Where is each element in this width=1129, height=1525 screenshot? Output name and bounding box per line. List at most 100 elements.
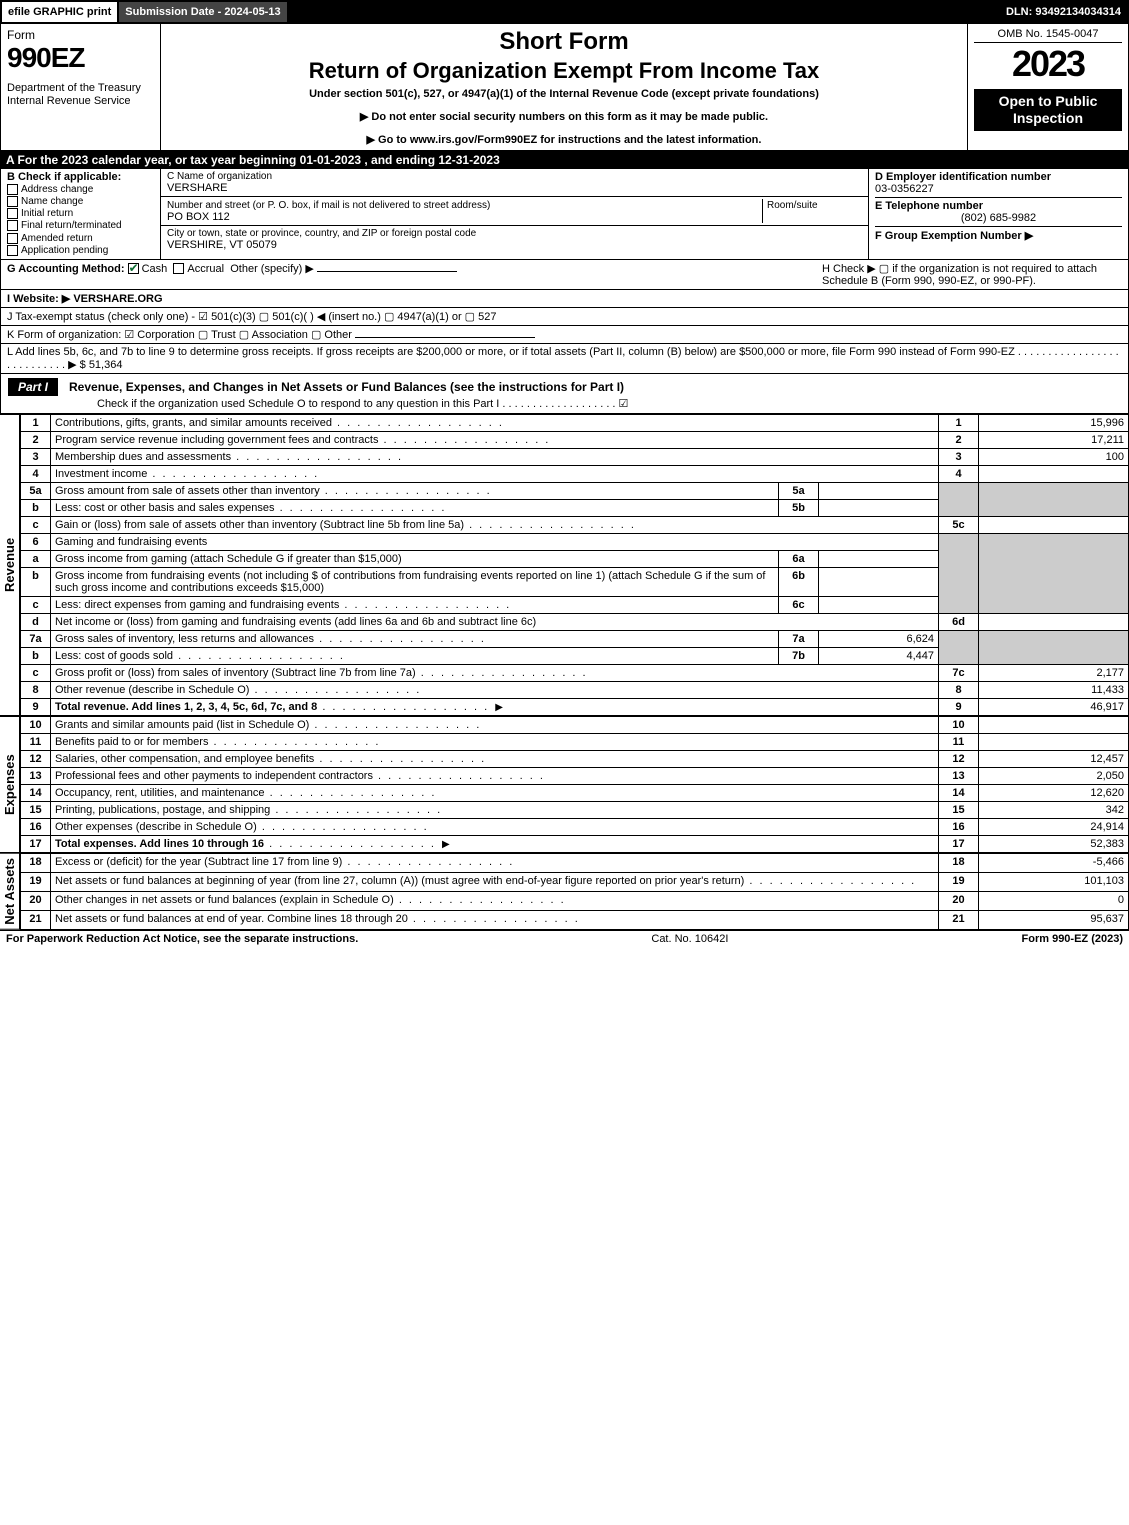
opt-amended-return: Amended return (21, 233, 93, 244)
chk-application-pending[interactable]: Application pending (7, 245, 154, 256)
l19-amt: 101,103 (979, 872, 1129, 891)
revenue-section: Revenue 1Contributions, gifts, grants, a… (0, 414, 1129, 716)
opt-final-return: Final return/terminated (21, 221, 122, 232)
expenses-section: Expenses 10Grants and similar amounts pa… (0, 716, 1129, 853)
return-title: Return of Organization Exempt From Incom… (169, 58, 959, 84)
form-word: Form (7, 28, 154, 42)
submission-date: Submission Date - 2024-05-13 (119, 2, 286, 22)
l17-amt: 52,383 (979, 835, 1129, 852)
arrow-icon (439, 838, 453, 850)
website-label: I Website: ▶ VERSHARE.ORG (7, 292, 163, 305)
l10-desc: Grants and similar amounts paid (list in… (55, 719, 309, 731)
l6-desc: Gaming and fundraising events (51, 533, 939, 550)
org-name: VERSHARE (167, 182, 862, 194)
footer-left: For Paperwork Reduction Act Notice, see … (6, 933, 358, 945)
row-j: J Tax-exempt status (check only one) - ☑… (0, 308, 1129, 326)
l14-desc: Occupancy, rent, utilities, and maintena… (55, 787, 265, 799)
expenses-table: 10Grants and similar amounts paid (list … (20, 716, 1129, 853)
l13-amt: 2,050 (979, 767, 1129, 784)
l7b-subval: 4,447 (819, 647, 939, 664)
l18-desc: Excess or (deficit) for the year (Subtra… (55, 856, 342, 868)
l1-amt: 15,996 (979, 414, 1129, 431)
opt-cash: Cash (142, 263, 168, 275)
dept-label: Department of the Treasury Internal Reve… (7, 82, 154, 108)
l11-desc: Benefits paid to or for members (55, 736, 208, 748)
l1-desc: Contributions, gifts, grants, and simila… (55, 417, 332, 429)
part1-tab: Part I (7, 377, 59, 397)
chk-name-change[interactable]: Name change (7, 196, 154, 207)
omb-number: OMB No. 1545-0047 (974, 28, 1122, 43)
line-5a: 5aGross amount from sale of assets other… (21, 482, 1129, 499)
chk-address-change[interactable]: Address change (7, 184, 154, 195)
top-bar: efile GRAPHIC print Submission Date - 20… (0, 0, 1129, 24)
under-section: Under section 501(c), 527, or 4947(a)(1)… (169, 88, 959, 100)
l5b-desc: Less: cost or other basis and sales expe… (55, 502, 275, 514)
row-k: K Form of organization: ☑ Corporation ▢ … (0, 326, 1129, 344)
row-l: L Add lines 5b, 6c, and 7b to line 9 to … (0, 344, 1129, 374)
f-label: F Group Exemption Number ▶ (875, 230, 1033, 242)
box-h: H Check ▶ ▢ if the organization is not r… (822, 262, 1122, 287)
chk-amended-return[interactable]: Amended return (7, 233, 154, 244)
l9-amt: 46,917 (979, 698, 1129, 715)
line-13: 13Professional fees and other payments t… (21, 767, 1129, 784)
opt-other-specify: Other (specify) ▶ (230, 263, 314, 275)
line-21: 21Net assets or fund balances at end of … (21, 910, 1129, 929)
header-left: Form 990EZ Department of the Treasury In… (1, 24, 161, 150)
gross-receipts-note: L Add lines 5b, 6c, and 7b to line 9 to … (7, 346, 1119, 371)
line-16: 16Other expenses (describe in Schedule O… (21, 818, 1129, 835)
l21-amt: 95,637 (979, 910, 1129, 929)
box-def: D Employer identification number 03-0356… (868, 169, 1128, 259)
box-b-header: B Check if applicable: (7, 171, 121, 183)
row-gh: G Accounting Method: Cash Accrual Other … (0, 260, 1129, 290)
row-i: I Website: ▶ VERSHARE.ORG (0, 290, 1129, 308)
footer-center: Cat. No. 10642I (651, 933, 728, 945)
line-20: 20Other changes in net assets or fund ba… (21, 891, 1129, 910)
l2-amt: 17,211 (979, 431, 1129, 448)
l16-desc: Other expenses (describe in Schedule O) (55, 821, 257, 833)
c-city-label: City or town, state or province, country… (167, 228, 862, 239)
efile-label: efile GRAPHIC print (2, 2, 117, 22)
short-form-title: Short Form (169, 28, 959, 56)
line-6: 6Gaming and fundraising events (21, 533, 1129, 550)
e-label: E Telephone number (875, 200, 983, 212)
netassets-side-label: Net Assets (0, 853, 20, 930)
box-b: B Check if applicable: Address change Na… (1, 169, 161, 259)
line-7c: cGross profit or (loss) from sales of in… (21, 664, 1129, 681)
tax-exempt-status: J Tax-exempt status (check only one) - ☑… (7, 310, 496, 323)
footer-right: Form 990-EZ (2023) (1022, 933, 1123, 945)
line-11: 11Benefits paid to or for members11 (21, 733, 1129, 750)
l9-desc: Total revenue. Add lines 1, 2, 3, 4, 5c,… (55, 701, 317, 713)
header-center: Short Form Return of Organization Exempt… (161, 24, 968, 150)
line-5c: cGain or (loss) from sale of assets othe… (21, 516, 1129, 533)
line-8: 8Other revenue (describe in Schedule O)8… (21, 681, 1129, 698)
opt-accrual: Accrual (187, 263, 224, 275)
chk-final-return[interactable]: Final return/terminated (7, 220, 154, 231)
org-street: PO BOX 112 (167, 211, 230, 223)
line-10: 10Grants and similar amounts paid (list … (21, 716, 1129, 733)
ein-value: 03-0356227 (875, 183, 934, 195)
chk-initial-return[interactable]: Initial return (7, 208, 154, 219)
l5a-desc: Gross amount from sale of assets other t… (55, 485, 320, 497)
l16-amt: 24,914 (979, 818, 1129, 835)
part1-header: Part I Revenue, Expenses, and Changes in… (0, 374, 1129, 414)
line-7a: 7aGross sales of inventory, less returns… (21, 630, 1129, 647)
l6c-desc: Less: direct expenses from gaming and fu… (55, 599, 339, 611)
box-g: G Accounting Method: Cash Accrual Other … (7, 262, 822, 287)
l21-desc: Net assets or fund balances at end of ye… (55, 913, 408, 925)
chk-cash[interactable] (128, 263, 139, 274)
line-2: 2Program service revenue including gover… (21, 431, 1129, 448)
revenue-side-label: Revenue (0, 414, 20, 716)
org-city: VERSHIRE, VT 05079 (167, 239, 862, 251)
l4-desc: Investment income (55, 468, 147, 480)
netassets-section: Net Assets 18Excess or (deficit) for the… (0, 853, 1129, 930)
l6a-desc: Gross income from gaming (attach Schedul… (55, 553, 402, 565)
header-right: OMB No. 1545-0047 2023 Open to Public In… (968, 24, 1128, 150)
expenses-side-label: Expenses (0, 716, 20, 853)
arrow-icon (492, 701, 506, 713)
l3-desc: Membership dues and assessments (55, 451, 231, 463)
l12-desc: Salaries, other compensation, and employ… (55, 753, 314, 765)
line-14: 14Occupancy, rent, utilities, and mainte… (21, 784, 1129, 801)
l18-amt: -5,466 (979, 853, 1129, 872)
chk-accrual[interactable] (173, 263, 184, 274)
l4-amt (979, 465, 1129, 482)
